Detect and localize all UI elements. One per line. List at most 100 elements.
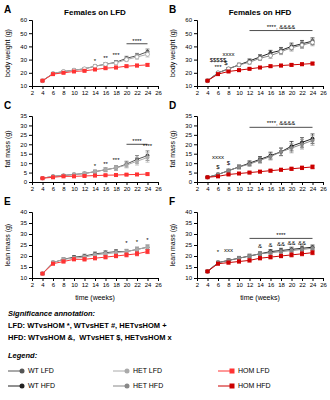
point (41, 272, 45, 276)
x-tick-label: 4 (41, 282, 45, 288)
error-bar (206, 270, 210, 272)
point (41, 176, 45, 180)
x-tick-label: 20 (124, 186, 131, 192)
point (41, 176, 45, 180)
x-tick-group: 24 (145, 182, 152, 192)
point (41, 176, 45, 180)
x-tick-label: 24 (310, 90, 317, 96)
point (125, 58, 129, 62)
x-tick-group: 2 (31, 182, 35, 192)
legend-label: HOM LFD (238, 367, 270, 374)
point (258, 56, 262, 60)
error-bar (93, 65, 97, 68)
x-tick (95, 278, 96, 281)
y-tick-label: 20 (185, 253, 192, 259)
legend-item: WT LFD (8, 367, 54, 374)
y-tick-label: 25 (20, 132, 27, 138)
y-tick-label: 20 (185, 142, 192, 148)
point (72, 69, 76, 73)
y-tick (29, 278, 32, 279)
y-tick-label: 20 (20, 70, 27, 76)
y-tick (29, 234, 32, 235)
x-tick-label: 10 (236, 282, 243, 288)
x-tick-group: 24 (145, 278, 152, 288)
error-bar (125, 162, 129, 168)
y-tick-label: 10 (20, 83, 27, 89)
y-tick (29, 33, 32, 34)
annotation: * (217, 249, 220, 255)
point (269, 169, 273, 173)
x-tick (229, 182, 230, 185)
y-axis-line (29, 117, 33, 183)
error-bar (248, 259, 252, 262)
x-axis-line (198, 183, 324, 186)
error-bar (290, 64, 294, 67)
x-tick (323, 86, 324, 89)
series (41, 245, 150, 276)
y-tick (194, 20, 197, 21)
point (300, 62, 304, 66)
point (279, 168, 283, 172)
error-bar (237, 260, 241, 263)
x-tick (218, 86, 219, 89)
error-bar (114, 61, 118, 64)
x-tick-group: 14 (257, 86, 264, 96)
y-tick-group: 10 (20, 161, 32, 167)
x-tick (116, 182, 117, 185)
series-line (43, 65, 148, 81)
point (206, 175, 210, 179)
y-axis: 102030405060 (20, 17, 32, 89)
point (135, 247, 139, 251)
y-tick (194, 245, 197, 246)
series-line (43, 54, 148, 80)
x-tick-label: 20 (289, 282, 296, 288)
x-tick (137, 182, 138, 185)
x-tick-label: 24 (145, 90, 152, 96)
point (146, 245, 150, 249)
panel-label: B (169, 4, 176, 15)
point (104, 62, 108, 66)
error-bar (300, 252, 304, 256)
error-bar (237, 165, 241, 169)
point (206, 269, 210, 273)
annotation: xxxx (223, 51, 235, 57)
annotation: && (298, 240, 306, 246)
point (114, 60, 118, 64)
x-tick-group: 6 (217, 86, 221, 96)
point (146, 250, 150, 254)
plot-area (206, 134, 315, 179)
x-tick-group: 12 (82, 182, 89, 192)
legend-label: WT HFD (28, 382, 55, 389)
error-bar (300, 42, 304, 49)
x-tick-label: 4 (206, 282, 210, 288)
x-tick-group: 2 (196, 86, 200, 96)
y-tick-group: 10 (185, 161, 197, 167)
series (206, 62, 315, 83)
legend-marker (20, 369, 25, 374)
y-tick (29, 223, 32, 224)
y-tick-group: 20 (20, 253, 32, 259)
x-tick-group: 12 (82, 278, 89, 288)
y-tick-label: 60 (185, 17, 192, 23)
x-tick (281, 182, 282, 185)
error-bar (125, 161, 129, 167)
point (206, 175, 210, 179)
y-axis: 05101520253035 (185, 113, 197, 185)
plot-area (41, 245, 150, 276)
y-tick (29, 73, 32, 74)
y-tick (29, 173, 32, 174)
legend-item: HOM LFD (218, 367, 270, 374)
point (279, 150, 283, 154)
error-bar (114, 61, 118, 64)
error-bar (125, 65, 129, 67)
x-tick (137, 278, 138, 281)
x-tick (148, 86, 149, 89)
error-bar (300, 140, 304, 149)
x-tick-label: 24 (145, 186, 152, 192)
point (93, 170, 97, 174)
x-tick (116, 278, 117, 281)
legend-title: Legend: (8, 351, 38, 360)
y-tick (194, 212, 197, 213)
error-bar (311, 251, 315, 255)
x-tick-label: 16 (103, 90, 110, 96)
